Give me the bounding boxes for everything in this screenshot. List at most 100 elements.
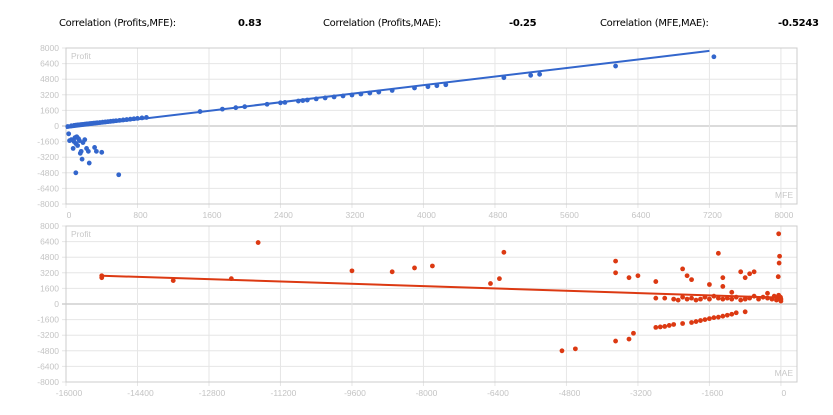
y-tick-label: -6400 [37, 183, 59, 193]
data-point [698, 296, 703, 302]
x-tick-label: 7200 [703, 210, 722, 220]
data-point [729, 289, 735, 295]
data-point [775, 274, 781, 280]
data-point [626, 336, 632, 342]
trendline [101, 274, 781, 299]
data-point [653, 295, 659, 301]
data-point [78, 148, 84, 154]
data-point [135, 115, 140, 121]
data-point [720, 275, 726, 281]
data-point [680, 294, 686, 300]
data-point [389, 269, 395, 275]
x-axis-label: MFE [775, 190, 793, 200]
data-point [228, 276, 234, 282]
data-point [689, 320, 694, 325]
data-point [698, 318, 703, 323]
data-point [671, 296, 677, 302]
data-point [613, 270, 618, 276]
data-point [751, 269, 757, 275]
data-point [75, 143, 81, 148]
data-point [65, 124, 71, 129]
y-tick-label: 6400 [40, 237, 59, 247]
y-tick-label: -4800 [37, 168, 59, 178]
data-point [707, 296, 712, 302]
data-point [707, 282, 712, 287]
data-point [412, 265, 417, 271]
x-tick-label: 0 [782, 388, 787, 398]
y-tick-label: 4800 [40, 252, 59, 262]
data-point [684, 273, 690, 279]
y-tick-label: 1600 [40, 283, 59, 293]
data-point [653, 325, 659, 330]
data-point [715, 295, 721, 301]
data-point [738, 269, 744, 275]
data-point [144, 115, 149, 120]
data-point [689, 295, 694, 301]
data-point [116, 172, 122, 178]
x-tick-label: 8000 [774, 210, 793, 220]
y-tick-label: 0 [54, 299, 59, 309]
data-point [82, 137, 88, 143]
data-point [313, 96, 319, 102]
y-tick-label: 8000 [40, 43, 59, 53]
x-axis-label: MAE [775, 368, 794, 378]
data-point [501, 75, 507, 81]
x-tick-label: -6400 [487, 388, 509, 398]
data-point [572, 346, 578, 352]
data-point [742, 275, 748, 281]
data-point [711, 315, 717, 321]
data-point [675, 297, 681, 303]
data-point [77, 138, 82, 144]
data-point [756, 296, 761, 302]
data-point [720, 313, 726, 319]
data-point [738, 297, 744, 303]
data-point [684, 296, 690, 302]
y-tick-label: 4800 [40, 74, 59, 84]
x-tick-label: 5600 [560, 210, 579, 220]
data-point [760, 294, 766, 300]
y-tick-label: 1600 [40, 105, 59, 115]
data-point [715, 314, 721, 320]
corr-mfe-mae-label: Correlation (MFE,MAE): [600, 18, 709, 29]
data-point [340, 93, 346, 99]
data-point [747, 295, 753, 301]
data-point [278, 100, 283, 106]
data-point [349, 268, 355, 274]
data-point [662, 295, 668, 301]
data-point [724, 312, 730, 318]
data-point [264, 101, 270, 107]
data-point [729, 296, 735, 302]
y-tick-label: 8000 [40, 221, 59, 231]
x-tick-label: 800 [133, 210, 147, 220]
data-point [219, 106, 225, 112]
data-point [425, 84, 431, 90]
data-point [170, 278, 176, 283]
data-point [653, 279, 659, 284]
data-point [631, 330, 636, 336]
data-point [376, 89, 382, 95]
x-tick-label: -1600 [702, 388, 724, 398]
x-tick-label: 6400 [631, 210, 650, 220]
data-point [702, 317, 708, 322]
data-point [73, 170, 79, 176]
data-point [358, 91, 364, 97]
data-point [99, 273, 105, 279]
y-tick-label: -6400 [37, 361, 59, 371]
data-point [113, 118, 119, 124]
data-point [131, 116, 137, 122]
trendline [65, 49, 710, 129]
y-tick-label: 0 [54, 121, 59, 131]
data-point [139, 115, 145, 121]
data-point [715, 250, 721, 256]
data-point [295, 98, 301, 104]
data-point [689, 277, 694, 283]
data-point [666, 323, 672, 328]
data-point [693, 319, 699, 324]
data-point [197, 109, 203, 114]
y-tick-label: 6400 [40, 59, 59, 69]
data-point [613, 338, 618, 344]
y-tick-label: -8000 [37, 377, 59, 387]
x-tick-label: 4800 [488, 210, 507, 220]
